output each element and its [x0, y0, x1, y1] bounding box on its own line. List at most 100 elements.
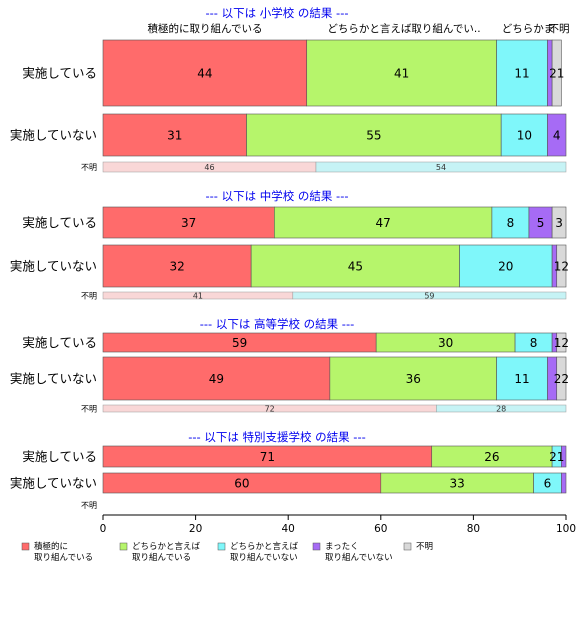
- x-tick-label: 60: [374, 523, 387, 535]
- bar-segment: [556, 332, 567, 353]
- bar-segment: [246, 113, 502, 157]
- row-label: 実施している: [22, 215, 97, 230]
- bar-segment: [491, 206, 530, 239]
- data-label: 11: [514, 372, 529, 386]
- column-header: どちらかと言えば取り組んでい..: [327, 22, 480, 35]
- data-label: 12: [554, 336, 569, 350]
- legend-label: 取り組んでいない: [230, 552, 298, 563]
- fumei-segment: [292, 291, 567, 300]
- column-header: 不明: [549, 23, 570, 35]
- row-label: 実施していない: [10, 476, 97, 491]
- row-label: 実施している: [22, 66, 97, 81]
- fumei-value-label: 41: [193, 292, 203, 301]
- fumei-value-label: 72: [265, 405, 275, 414]
- data-label: 3: [555, 216, 563, 230]
- x-tick-label: 80: [467, 523, 480, 535]
- data-label: 21: [549, 450, 564, 464]
- data-label: 60: [234, 477, 249, 491]
- fumei-label: 不明: [81, 501, 97, 510]
- bar-segment: [556, 356, 567, 401]
- legend-swatch: [217, 542, 226, 551]
- data-label: 11: [514, 67, 529, 81]
- legend-label: 不明: [416, 542, 433, 552]
- bar-segment: [250, 244, 460, 288]
- legend-label: 取り組んでいる: [132, 552, 191, 563]
- fumei-segment: [315, 161, 567, 173]
- data-label: 32: [169, 260, 184, 274]
- data-label: 55: [366, 129, 381, 143]
- bar-segment: [102, 356, 331, 401]
- bar-segment: [459, 244, 553, 288]
- data-label: 5: [537, 216, 545, 230]
- bar-segment: [547, 113, 567, 157]
- legend-swatch: [312, 542, 321, 551]
- bar-segment: [306, 39, 497, 107]
- bar-segment: [551, 39, 562, 107]
- data-label: 4: [553, 129, 561, 143]
- data-label: 44: [197, 67, 212, 81]
- column-header: 積極的に取り組んでいる: [148, 22, 263, 35]
- group-title: --- 以下は 中学校 の結果 ---: [205, 189, 348, 203]
- legend-label: 積極的に: [34, 541, 68, 552]
- row-label: 実施していない: [10, 128, 97, 143]
- data-label: 20: [498, 260, 513, 274]
- bar-segment: [556, 244, 567, 288]
- column-header: どちらかま: [502, 23, 555, 35]
- data-label: 36: [406, 372, 421, 386]
- fumei-label: 不明: [81, 163, 97, 172]
- legend-label: 取り組んでいる: [34, 552, 93, 563]
- fumei-label: 不明: [81, 292, 97, 301]
- x-tick-label: 100: [556, 523, 576, 535]
- data-label: 26: [484, 450, 499, 464]
- x-tick-label: 20: [189, 523, 202, 535]
- legend-label: 取り組んでいない: [325, 552, 393, 563]
- bar-segment: [496, 356, 548, 401]
- data-label: 49: [209, 372, 224, 386]
- bar-segment: [561, 445, 567, 468]
- bar-segment: [102, 206, 275, 239]
- data-label: 8: [530, 336, 538, 350]
- bar-segment: [329, 356, 497, 401]
- bar-segment: [102, 39, 308, 107]
- data-label: 59: [232, 336, 247, 350]
- data-label: 10: [517, 129, 532, 143]
- data-label: 22: [554, 372, 569, 386]
- fumei-value-label: 54: [436, 163, 446, 172]
- legend-swatch: [403, 542, 412, 551]
- group-title: --- 以下は 小学校 の結果 ---: [205, 6, 348, 20]
- bar-segment: [102, 244, 252, 288]
- row-label: 実施している: [22, 335, 97, 350]
- data-label: 30: [438, 336, 453, 350]
- legend-label: どちらかと言えば: [230, 541, 299, 552]
- bar-segment: [561, 472, 567, 494]
- fumei-value-label: 28: [496, 405, 506, 414]
- bar-segment: [496, 39, 548, 107]
- row-label: 実施している: [22, 449, 97, 464]
- group-title: --- 以下は 高等学校 の結果 ---: [200, 317, 355, 331]
- legend-swatch: [119, 542, 128, 551]
- x-tick-label: 0: [100, 523, 107, 535]
- fumei-value-label: 59: [424, 292, 434, 301]
- x-tick-label: 40: [282, 523, 295, 535]
- data-label: 71: [260, 450, 275, 464]
- data-label: 37: [181, 216, 196, 230]
- data-label: 47: [375, 216, 390, 230]
- data-label: 8: [507, 216, 515, 230]
- legend-swatch: [21, 542, 30, 551]
- row-label: 実施していない: [10, 259, 97, 274]
- legend-label: どちらかと言えば: [132, 541, 201, 552]
- data-label: 6: [544, 477, 552, 491]
- legend-label: まったく: [325, 542, 359, 552]
- group-title: --- 以下は 特別支援学校 の結果 ---: [188, 430, 366, 444]
- bar-segment: [102, 113, 247, 157]
- data-label: 31: [167, 129, 182, 143]
- bar-segment: [274, 206, 493, 239]
- fumei-label: 不明: [81, 405, 97, 414]
- data-label: 45: [348, 260, 363, 274]
- data-label: 21: [549, 67, 564, 81]
- fumei-value-label: 46: [204, 163, 214, 172]
- data-label: 41: [394, 67, 409, 81]
- row-label: 実施していない: [10, 371, 97, 386]
